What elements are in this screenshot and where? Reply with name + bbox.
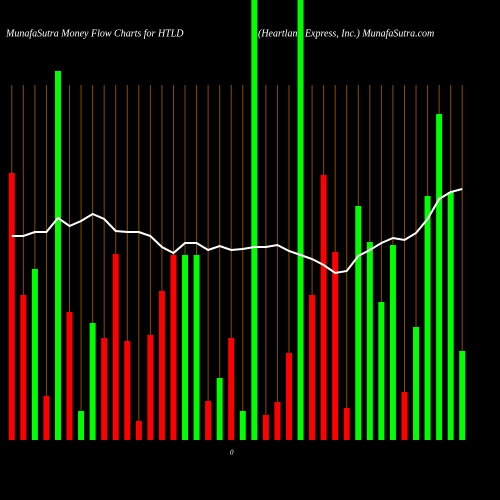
- bar: [147, 335, 154, 440]
- bar: [170, 255, 177, 440]
- bar: [228, 338, 235, 440]
- bar: [378, 302, 385, 440]
- bar: [424, 196, 431, 440]
- bar: [8, 173, 15, 440]
- bar: [285, 353, 292, 440]
- bar: [54, 71, 61, 440]
- bar: [239, 411, 246, 440]
- bar: [366, 242, 373, 440]
- bar: [274, 402, 281, 440]
- bar: [182, 255, 189, 440]
- bar: [447, 192, 454, 440]
- bar: [320, 175, 327, 440]
- bar: [309, 295, 316, 440]
- bar: [89, 323, 96, 440]
- axis-note: 0: [230, 449, 234, 457]
- bar: [78, 411, 85, 440]
- bar: [205, 401, 212, 440]
- bar: [193, 255, 200, 440]
- chart-title: MunafaSutra Money Flow Charts for HTLD: [5, 28, 184, 39]
- bar: [262, 415, 269, 440]
- money-flow-line: [11, 188, 463, 275]
- bar: [297, 0, 304, 440]
- bar: [389, 245, 396, 440]
- bar: [436, 114, 443, 440]
- bar: [124, 341, 131, 440]
- bar: [31, 269, 38, 440]
- bar: [66, 312, 73, 440]
- bar: [112, 254, 119, 440]
- bar: [135, 421, 142, 440]
- bar: [413, 327, 420, 440]
- bar: [343, 408, 350, 440]
- bar: [158, 291, 165, 440]
- bar: [251, 0, 258, 440]
- bar: [332, 252, 339, 440]
- bar: [216, 378, 223, 440]
- bar: [20, 295, 27, 440]
- chart-subtitle: (Heartland Express, Inc.) MunafaSutra.co…: [258, 28, 434, 39]
- bar: [459, 351, 466, 440]
- bar: [101, 338, 108, 440]
- bar: [401, 392, 408, 440]
- bar: [43, 396, 50, 440]
- bar: [355, 206, 362, 440]
